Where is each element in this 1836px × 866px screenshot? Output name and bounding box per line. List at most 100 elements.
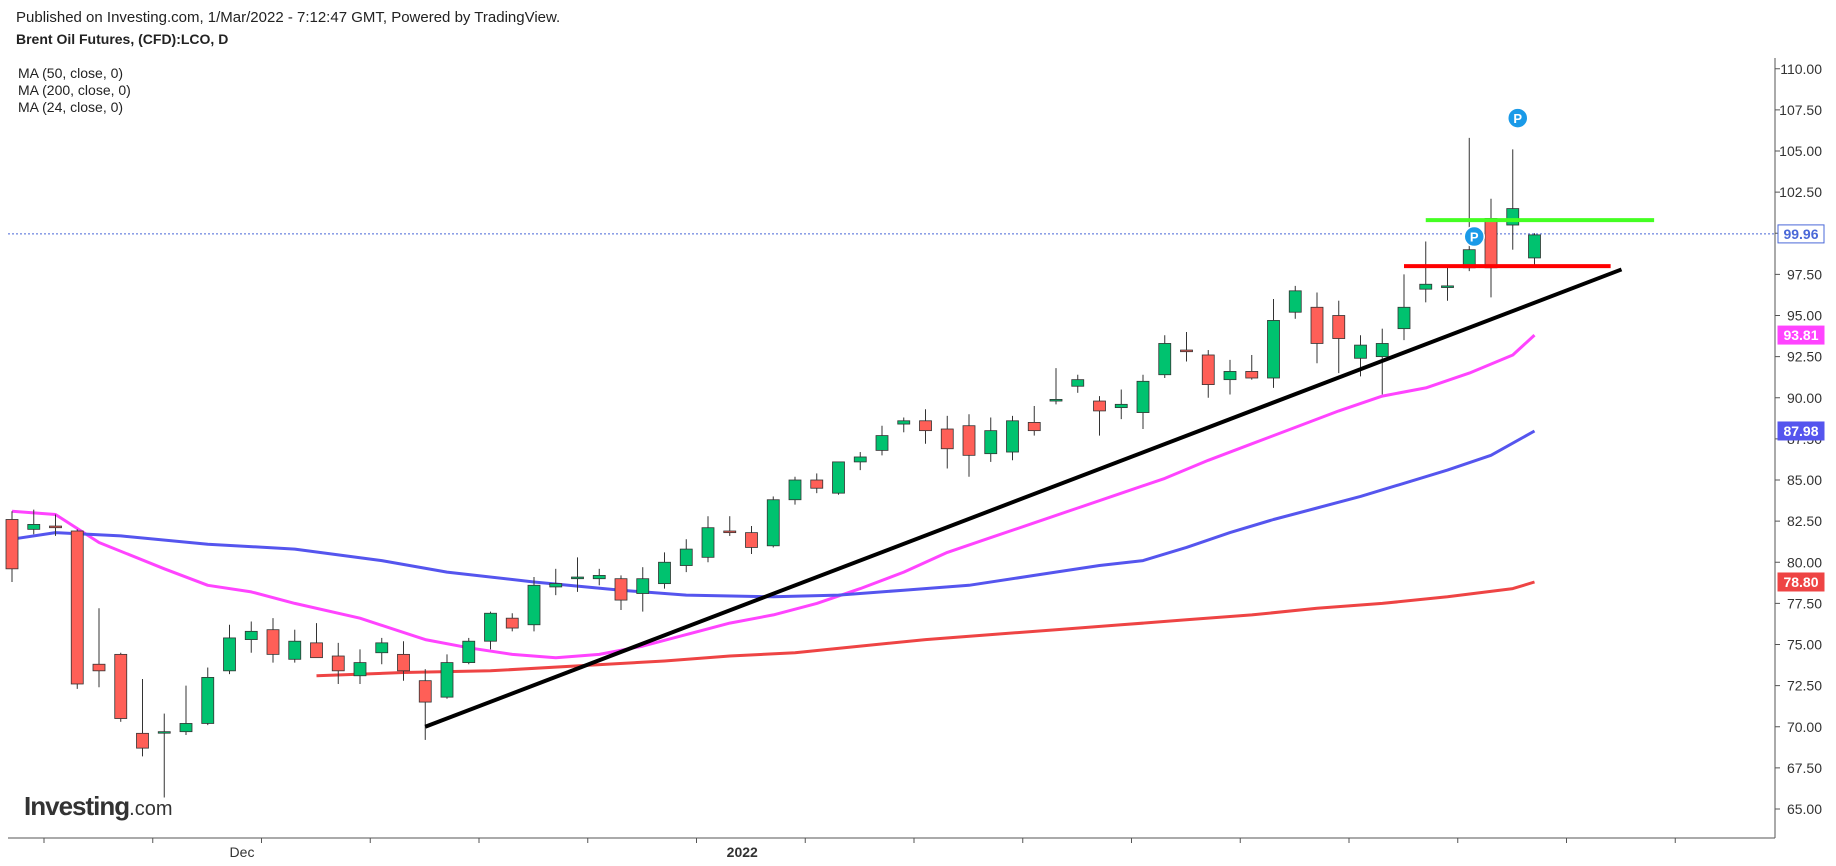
candle-up [853,456,867,463]
x-tick-label: 2022 [727,844,758,860]
y-tick-label: 72.50 [1787,678,1822,694]
y-tick-label: 80.00 [1787,554,1822,570]
event-marker-circle [1507,107,1529,129]
candle-up [1354,344,1367,359]
candle-up [897,420,911,425]
symbol-title: Brent Oil Futures, (CFD):LCO, D [16,31,229,47]
candle-down [614,578,628,601]
price-badge-label: 78.80 [1783,574,1818,590]
price-badge-label: 93.81 [1783,327,1818,343]
candle-up [353,662,367,677]
candle-up [527,584,541,626]
candle-up [484,612,497,642]
candle-up [375,642,389,654]
candle-up [179,723,193,733]
candle-up [201,677,215,724]
y-tick-label: 97.50 [1787,266,1822,282]
candle-down [114,653,128,719]
candle-up [636,578,650,594]
candle-down [723,530,737,534]
candle-down [745,532,758,548]
candle-down [505,617,519,629]
ma-line-50 [11,429,1536,599]
candle-up [1375,343,1389,358]
candle-up [1158,343,1172,376]
y-tick-label: 107.50 [1779,102,1822,118]
logo-suffix-text: .com [129,798,173,820]
candle-up [1528,234,1541,259]
candle-up [984,430,998,455]
price-badge-label: 99.96 [1783,226,1818,242]
candle-up [1114,403,1128,409]
candle-down [266,629,280,655]
y-tick-label: 90.00 [1787,390,1822,406]
candle-up [788,479,802,501]
x-tick-label: Dec [230,844,255,860]
y-tick-label: 92.50 [1787,349,1822,365]
candle-up [244,630,258,640]
candle-down [962,425,976,456]
candle-up [1441,285,1454,288]
candle-down [1027,422,1041,432]
candle-up [1223,371,1237,381]
candle-up [462,640,476,663]
candle-down [70,530,84,685]
candle-up [571,576,584,580]
candle-up [701,527,715,558]
candle-up [1397,306,1411,330]
event-marker-label: P [1513,111,1522,126]
candle-up [223,637,236,672]
candle-down [940,428,954,450]
price-badge-label: 87.98 [1783,423,1818,439]
y-tick-label: 95.00 [1787,308,1822,324]
candle-down [397,653,410,672]
candle-up [766,499,780,547]
y-tick-label: 85.00 [1787,472,1822,488]
candle-down [1484,218,1498,269]
y-tick-label: 77.50 [1787,595,1822,611]
y-tick-label: 102.50 [1779,184,1822,200]
candle-down [331,655,345,672]
candle-up [1136,380,1150,413]
price-badge [1777,224,1825,244]
indicator-ma200-label[interactable]: MA (200, close, 0) [18,82,131,98]
candle-up [440,662,454,698]
candle-down [1180,349,1193,353]
y-tick-label: 82.50 [1787,513,1822,529]
candle-down [1245,371,1259,379]
candle-down [1093,400,1106,412]
candle-down [5,519,19,570]
ma-line-200 [316,580,1535,678]
candle-up [1006,420,1019,453]
y-tick-label: 65.00 [1787,801,1822,817]
candle-up [658,561,671,585]
candle-up [288,640,302,660]
candle-up [1071,379,1085,387]
candle-up [27,524,41,530]
price-badge [1777,572,1825,592]
candle-up [1288,290,1302,313]
event-marker-label: P [1470,230,1479,245]
event-marker-circle [1463,225,1485,248]
ma-line-24 [11,333,1536,660]
y-tick-label: 110.00 [1780,61,1822,77]
investing-logo: Investing.com [24,791,172,822]
candle-down [1310,306,1324,344]
candle-down [310,642,323,659]
indicator-ma24-label[interactable]: MA (24, close, 0) [18,99,124,115]
candle-up [157,731,171,734]
candle-up [592,575,606,580]
y-tick-label: 105.00 [1779,143,1822,159]
indicator-ma50-label[interactable]: MA (50, close, 0) [18,65,124,81]
price-badge [1777,325,1825,345]
candle-down [1201,354,1215,385]
candle-up [832,461,845,494]
candle-down [919,420,932,432]
trendline [424,267,1623,729]
candle-up [549,583,563,588]
candle-up [1419,283,1433,290]
logo-main-text: Investing [24,791,130,821]
candle-down [136,732,149,749]
published-caption: Published on Investing.com, 1/Mar/2022 -… [16,9,561,26]
